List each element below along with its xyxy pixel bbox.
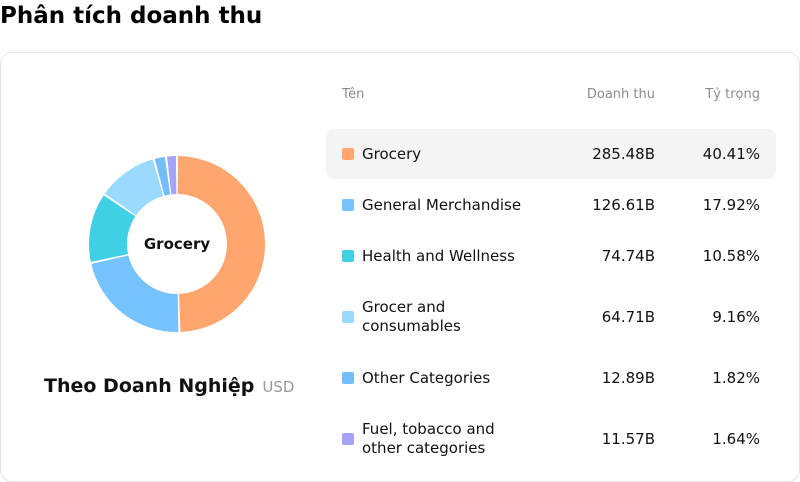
table-row[interactable]: Fuel, tobacco and other categories 11.57… (326, 404, 776, 474)
row-name: General Merchandise (362, 195, 522, 214)
row-revenue: 64.71B (601, 308, 655, 326)
row-name-cell: General Merchandise (342, 180, 542, 230)
legend-swatch (342, 250, 354, 262)
donut-slice-general-merchandise[interactable] (91, 255, 179, 332)
revenue-card: Grocery Theo Doanh Nghiệp USD Tên Doanh … (0, 52, 800, 482)
row-name: Grocery (362, 144, 422, 163)
donut-slice-grocer-and-consumables[interactable] (104, 159, 164, 216)
row-name: Fuel, tobacco and other categories (362, 420, 495, 457)
row-name-cell: Health and Wellness (342, 231, 542, 281)
legend-swatch (342, 311, 354, 323)
row-share: 1.64% (712, 430, 760, 448)
chart-subtitle: Theo Doanh Nghiệp (44, 375, 255, 397)
legend-swatch (342, 372, 354, 384)
page-title: Phân tích doanh thu (0, 3, 263, 29)
table-header: Tên Doanh thu Tỷ trọng (326, 79, 776, 115)
donut-chart-svg (89, 156, 265, 332)
row-name: Health and Wellness (362, 246, 515, 265)
row-name-cell: Grocer and consumables (342, 282, 542, 352)
legend-swatch (342, 148, 354, 160)
row-name-cell: Grocery (342, 129, 542, 179)
row-share: 9.16% (712, 308, 760, 326)
table-row[interactable]: Grocery 285.48B 40.41% (326, 129, 776, 179)
row-revenue: 12.89B (601, 369, 655, 387)
row-revenue: 11.57B (601, 430, 655, 448)
table-row[interactable]: Other Categories 12.89B 1.82% (326, 353, 776, 403)
header-name: Tên (342, 87, 365, 102)
row-revenue: 126.61B (592, 196, 655, 214)
table-row[interactable]: Health and Wellness 74.74B 10.58% (326, 231, 776, 281)
chart-unit: USD (262, 378, 295, 396)
table-row[interactable]: General Merchandise 126.61B 17.92% (326, 180, 776, 230)
row-name-cell: Other Categories (342, 353, 542, 403)
donut-slice-fuel-tobacco-and-other-categories[interactable] (167, 156, 177, 195)
row-name-cell: Fuel, tobacco and other categories (342, 404, 542, 474)
legend-swatch (342, 433, 354, 445)
row-revenue: 74.74B (601, 247, 655, 265)
row-share: 10.58% (702, 247, 760, 265)
row-share: 17.92% (702, 196, 760, 214)
table-row[interactable]: Grocer and consumables 64.71B 9.16% (326, 282, 776, 352)
donut-slice-other-categories[interactable] (154, 156, 171, 196)
donut-slice-grocery[interactable] (177, 156, 265, 332)
row-share: 1.82% (712, 369, 760, 387)
header-revenue: Doanh thu (586, 87, 655, 102)
donut-chart: Grocery (87, 154, 267, 334)
legend-swatch (342, 199, 354, 211)
donut-slice-health-and-wellness[interactable] (89, 195, 136, 262)
revenue-table: Tên Doanh thu Tỷ trọng Grocery 285.48B 4… (326, 79, 776, 474)
header-share: Tỷ trọng (705, 87, 760, 102)
row-revenue: 285.48B (592, 145, 655, 163)
row-name: Other Categories (362, 368, 491, 387)
row-name: Grocer and consumables (362, 298, 461, 335)
row-share: 40.41% (702, 145, 760, 163)
chart-subtitle-row: Theo Doanh Nghiệp USD (44, 375, 294, 397)
